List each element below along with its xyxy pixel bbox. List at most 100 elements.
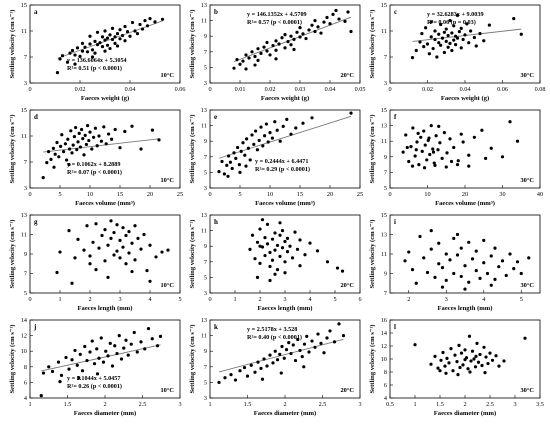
- data-point: [274, 39, 278, 43]
- x-tick-label: 2: [463, 401, 466, 408]
- y-tick-label: 3: [204, 80, 207, 87]
- data-point: [287, 341, 291, 345]
- data-point: [86, 124, 90, 128]
- y-tick-label: 13: [201, 317, 207, 324]
- x-tick-label: 0.02: [422, 86, 433, 93]
- data-point: [295, 247, 300, 251]
- data-point: [113, 344, 117, 348]
- data-point: [310, 116, 314, 120]
- data-point: [301, 32, 305, 36]
- y-axis-label: Settling velocity (cm s⁻¹): [189, 325, 196, 394]
- data-point: [158, 334, 163, 338]
- x-tick-label: 25: [357, 191, 363, 198]
- data-point: [467, 164, 471, 168]
- y-tick-label: 15: [21, 2, 27, 9]
- chart-panel-f: 5 7 9 11 13 15 0 10 20 30 40 Faeces volume (mm³) Set…: [369, 107, 543, 207]
- data-point: [480, 363, 484, 368]
- data-point: [242, 365, 247, 370]
- data-point: [139, 147, 143, 151]
- data-point: [145, 24, 150, 28]
- x-tick-label: 2.5: [139, 401, 147, 408]
- data-point: [413, 343, 417, 347]
- data-point: [289, 34, 293, 38]
- data-point: [265, 222, 270, 226]
- data-point: [281, 124, 285, 128]
- regression-stats: R²= 0.06 (p = 0.03): [427, 19, 476, 26]
- data-point: [154, 255, 158, 259]
- data-point: [223, 376, 227, 380]
- x-tick-label: 1.5: [244, 401, 252, 408]
- y-axis-label: Settling velocity (cm s⁻¹): [369, 115, 376, 184]
- data-point: [248, 158, 252, 162]
- data-point: [136, 236, 140, 240]
- data-point: [407, 250, 411, 254]
- data-point: [446, 33, 450, 38]
- data-point: [127, 251, 131, 255]
- data-point: [166, 248, 170, 252]
- data-point: [87, 138, 91, 143]
- data-point: [64, 355, 68, 360]
- trend-line: [41, 344, 161, 372]
- data-point: [115, 31, 120, 36]
- data-point: [275, 358, 280, 362]
- data-point: [103, 259, 107, 263]
- data-point: [444, 39, 448, 44]
- y-tick-label: 9: [384, 271, 387, 278]
- data-point: [122, 346, 126, 350]
- chart-panel-i: 7 9 11 13 15 2 3 4 5 Faeces length (mm) Settling v…: [369, 212, 541, 312]
- data-point: [90, 339, 94, 343]
- temperature-label: 10°C: [160, 387, 174, 394]
- y-tick-label: 11: [21, 28, 27, 35]
- y-tick-label: 3: [384, 80, 387, 87]
- y-tick-label: 5: [204, 379, 207, 386]
- data-point: [444, 27, 448, 31]
- data-point: [512, 17, 516, 21]
- y-axis-label: Settling velocity (cm s⁻¹): [189, 115, 196, 184]
- data-point: [313, 345, 317, 349]
- data-point: [253, 370, 257, 374]
- data-point: [484, 156, 488, 160]
- data-point: [461, 363, 465, 367]
- x-tick-label: 3: [118, 296, 121, 303]
- x-tick-label: 25: [177, 191, 183, 198]
- data-point: [271, 43, 275, 48]
- data-point: [58, 250, 62, 254]
- data-point: [429, 20, 433, 24]
- y-tick-label: 13: [381, 232, 387, 239]
- data-point: [81, 137, 85, 141]
- data-point: [244, 164, 248, 168]
- data-point: [508, 252, 512, 256]
- data-point: [403, 259, 407, 263]
- y-tick-label: 8: [384, 369, 387, 376]
- x-tick-label: 20: [327, 191, 333, 198]
- data-point: [143, 347, 147, 351]
- data-point: [102, 125, 106, 129]
- regression-stats: R²= 0.40 (p < 0.0001): [247, 334, 302, 341]
- data-point: [463, 287, 467, 291]
- temperature-label: 20°C: [340, 72, 354, 79]
- data-point: [82, 153, 86, 157]
- data-point: [298, 348, 302, 353]
- data-point: [67, 163, 71, 167]
- plot-frame: [389, 214, 541, 294]
- trend-line: [57, 20, 163, 59]
- y-tick-label: 16: [381, 317, 387, 324]
- data-point: [238, 369, 242, 373]
- x-tick-label: 3: [513, 401, 516, 408]
- data-point: [248, 247, 252, 251]
- data-point: [110, 137, 114, 141]
- data-point: [47, 150, 51, 154]
- x-tick-label: 2: [88, 296, 91, 303]
- data-point: [459, 351, 464, 355]
- data-point: [90, 147, 94, 151]
- data-point: [475, 341, 479, 345]
- y-tick-label: 9: [204, 243, 207, 250]
- regression-stats: R²= 0.29 (p < 0.0001): [255, 166, 310, 173]
- data-point: [103, 49, 107, 53]
- data-point: [256, 360, 260, 364]
- data-point: [452, 24, 456, 28]
- data-point: [273, 349, 277, 353]
- data-point: [94, 222, 98, 226]
- data-point: [258, 227, 262, 231]
- data-point: [486, 361, 490, 366]
